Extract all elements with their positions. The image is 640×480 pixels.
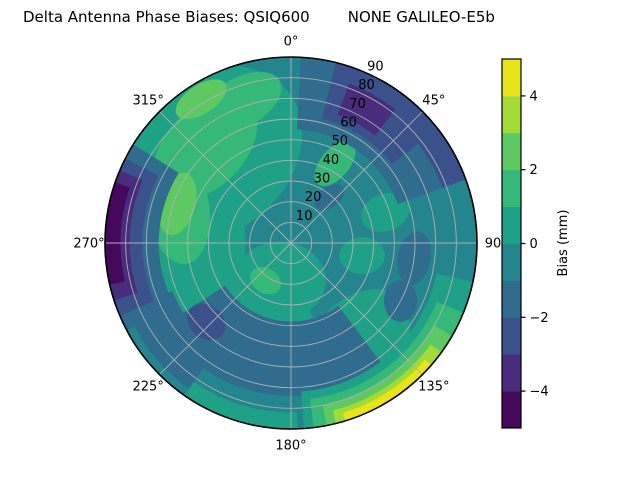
- colorbar-segment: [502, 169, 521, 207]
- colorbar-tick-label: −4: [530, 385, 549, 400]
- radial-tick-label: 90: [367, 60, 384, 75]
- colorbar-tick-label: −2: [530, 311, 549, 326]
- colorbar-segment: [502, 243, 521, 281]
- radial-tick-label: 40: [323, 153, 340, 168]
- contour-region: [187, 303, 226, 341]
- title-sub: NONE GALILEO-E5b: [347, 8, 495, 26]
- angular-tick-label: 0°: [284, 35, 299, 50]
- grid-spoke: [159, 111, 292, 244]
- colorbar-segment: [502, 391, 521, 429]
- radial-tick-label: 10: [296, 209, 313, 224]
- colorbar-segment: [502, 95, 521, 134]
- colorbar-segment: [502, 59, 521, 97]
- angular-tick-label: 45°: [422, 94, 445, 109]
- plot-border: [104, 56, 478, 430]
- angular-tick-label: 90: [485, 237, 502, 252]
- radial-tick-label: 80: [358, 78, 375, 93]
- contour-region: [314, 184, 345, 210]
- colorbar-tick-label: 2: [530, 163, 538, 178]
- contour-region: [175, 79, 227, 120]
- colorbar-tick-label: 0: [530, 237, 538, 252]
- grid-spoke: [290, 242, 423, 375]
- colorbar-segment: [502, 280, 521, 318]
- contour-region: [332, 344, 444, 426]
- contour-region: [339, 236, 385, 275]
- title-main: Delta Antenna Phase Biases: QSIQ600: [23, 8, 310, 26]
- colorbar-segment: [502, 132, 521, 171]
- contour-region: [342, 359, 433, 423]
- colorbar-segment: [502, 206, 521, 244]
- axis-labels: 0° 45° 90 135° 180° 225° 270° 315° 10 20 30 40 50 60 7…: [73, 35, 501, 454]
- contour-region: [105, 181, 130, 286]
- radial-tick-label: 20: [305, 190, 322, 205]
- radial-tick-label: 60: [340, 116, 357, 131]
- figure-title: Delta Antenna Phase Biases: QSIQ600 NONE …: [23, 8, 495, 26]
- contour-region: [337, 83, 396, 136]
- angular-tick-label: 270°: [73, 237, 104, 252]
- angular-tick-label: 225°: [133, 379, 164, 394]
- contour-region: [183, 381, 298, 429]
- contour-region: [314, 140, 356, 187]
- contour-region: [322, 325, 454, 428]
- polar-grid: [104, 56, 478, 430]
- grid-spoke: [290, 111, 423, 244]
- radial-tick-label: 70: [349, 97, 366, 112]
- grid-spoke: [159, 242, 292, 375]
- angular-tick-label: 180°: [275, 439, 306, 454]
- colorbar-segment: [502, 354, 521, 392]
- angular-tick-label: 135°: [418, 379, 449, 394]
- contour-field: [105, 57, 477, 429]
- contour-region: [418, 127, 468, 188]
- colorbar-tick-label: 4: [530, 89, 538, 104]
- angular-tick-label: 315°: [133, 94, 164, 109]
- radial-tick-label: 30: [314, 172, 331, 187]
- contour-region: [249, 267, 282, 295]
- radial-tick-label: 50: [332, 134, 349, 149]
- colorbar-segment: [502, 317, 521, 355]
- colorbar-axis-label: Bias (mm): [556, 210, 571, 277]
- colorbar: 4 2 0 −2 −4 Bias (mm): [501, 58, 571, 429]
